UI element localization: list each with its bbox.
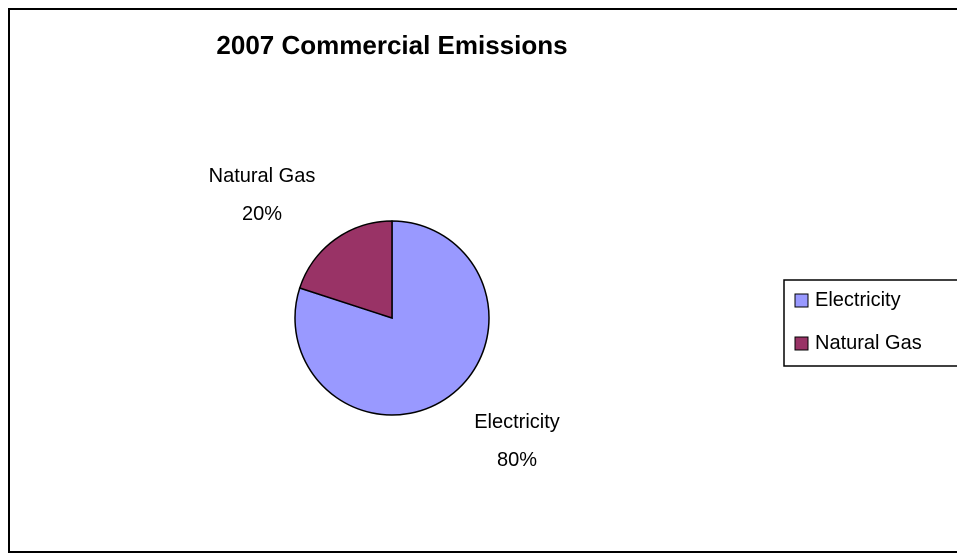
slice-label-electricity: Electricity 80% (474, 411, 560, 471)
chart-title: 2007 Commercial Emissions (216, 30, 567, 60)
slice-label-natural-gas: Natural Gas 20% (209, 165, 316, 225)
slice-label-natural-gas-percent: 20% (242, 203, 282, 225)
legend-label-electricity: Electricity (815, 289, 901, 311)
slice-label-electricity-percent: 80% (497, 449, 537, 471)
legend-frame (783, 279, 957, 367)
pie-chart: 2007 Commercial Emissions Natural Gas 20… (209, 30, 957, 471)
pie-slices (294, 220, 490, 416)
pie-slice-natural-gas (298, 220, 393, 320)
legend-swatch-natural-gas (794, 336, 809, 351)
chart-area: 2007 Commercial Emissions Natural Gas 20… (8, 8, 957, 553)
slice-label-electricity-category: Electricity (474, 411, 560, 433)
legend-label-natural-gas: Natural Gas (815, 332, 922, 354)
legend: Electricity Natural Gas (783, 279, 957, 367)
legend-swatch-electricity (794, 293, 809, 308)
slice-label-natural-gas-category: Natural Gas (209, 165, 316, 187)
